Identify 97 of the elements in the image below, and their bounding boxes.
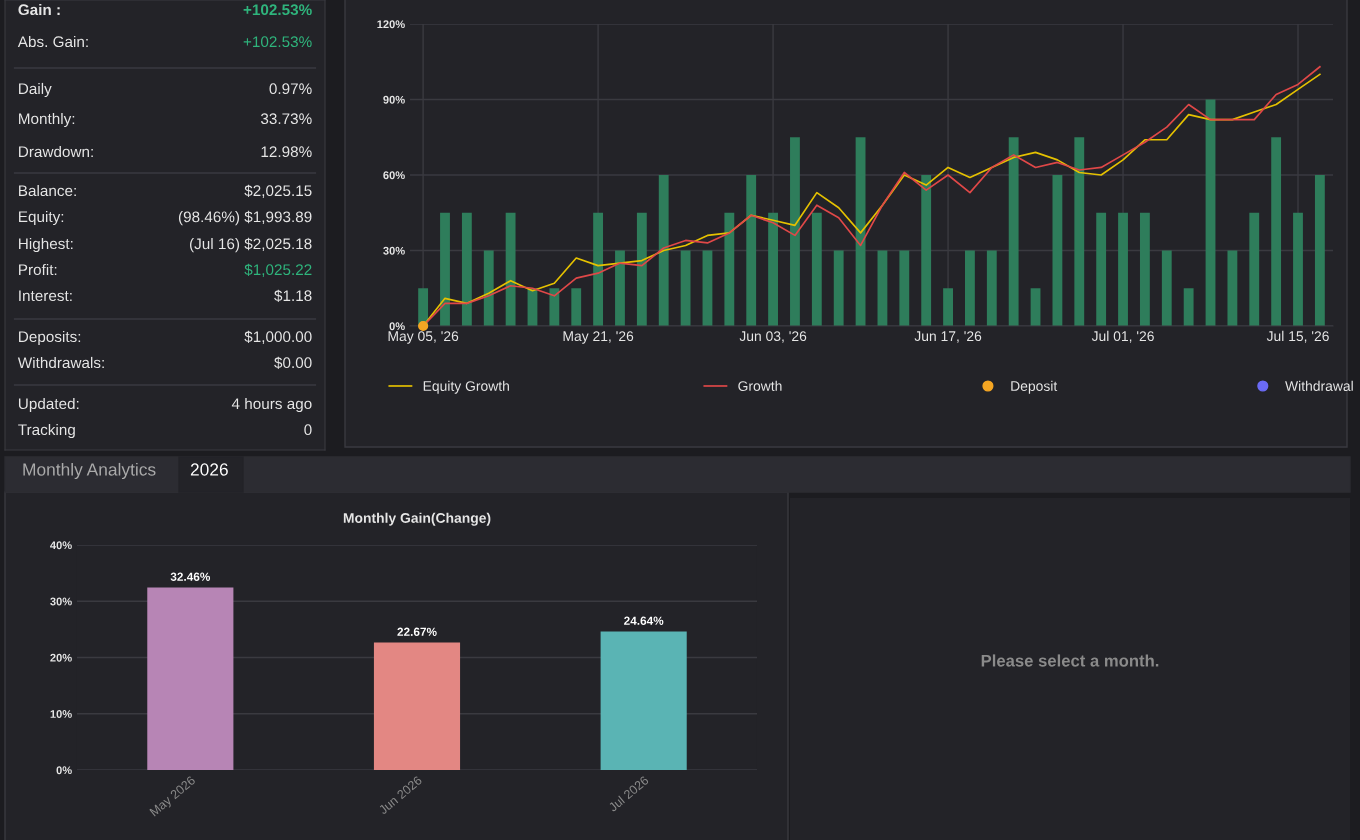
text: $1,025.22 (244, 263, 312, 277)
bar (746, 175, 757, 326)
text: 2026 (190, 463, 228, 476)
text: 12.98% (261, 146, 312, 158)
bar (921, 175, 932, 326)
bar (877, 250, 888, 326)
text: Monthly: (19, 112, 75, 128)
legend-label: Equity Growth (423, 380, 509, 394)
bar (702, 250, 713, 326)
bar (899, 250, 910, 326)
text: +102.53% (243, 4, 312, 16)
x-tick-label: May 21, '26 (563, 331, 634, 344)
bar (600, 631, 687, 770)
bar (1161, 250, 1172, 326)
text: Balance: (19, 184, 76, 197)
text: Highest: (19, 237, 73, 253)
text: Gain : (18, 3, 60, 16)
bar (1074, 137, 1085, 326)
text: 4 hours ago (231, 397, 312, 413)
y-tick-label: 120% (377, 20, 405, 29)
bar (943, 288, 953, 326)
data-label: 32.46% (170, 572, 211, 581)
bar (571, 288, 582, 326)
bar (833, 250, 844, 326)
text: (Jul 16) $2,025.18 (190, 237, 312, 253)
text: Equity: (19, 210, 64, 226)
bar (440, 212, 450, 326)
text: Updated: (18, 397, 79, 413)
y-tick-label: 10% (50, 710, 72, 718)
bar (147, 587, 234, 770)
y-tick-label: 30% (383, 246, 405, 255)
bar (1052, 175, 1063, 326)
bar (768, 212, 778, 326)
bar (549, 288, 560, 326)
bar (505, 212, 516, 326)
text: Drawdown: (19, 145, 93, 158)
text: $2,025.15 (244, 184, 312, 198)
text: +102.53% (243, 36, 312, 48)
legend-label: Deposit (1011, 380, 1058, 394)
text: 0.97% (269, 83, 312, 95)
bar (483, 250, 494, 326)
y-tick-label: 60% (383, 171, 405, 180)
bar (461, 212, 472, 326)
y-tick-label: 0% (389, 322, 405, 331)
text: $1,000.00 (244, 330, 312, 344)
text: Interest: (19, 290, 72, 302)
y-tick-label: 40% (50, 541, 72, 550)
bar (636, 212, 647, 326)
x-tick-label: Jun 17, '26 (914, 331, 982, 343)
bar (1227, 250, 1238, 326)
bar (1205, 99, 1216, 326)
y-tick-label: 0% (56, 766, 72, 775)
x-tick-label: Jun 03, '26 (739, 331, 807, 343)
text: Deposits: (19, 330, 81, 346)
chart-title: Monthly Gain(Change) (343, 512, 491, 526)
text: $0.00 (274, 356, 312, 370)
x-tick-label: May 05, '26 (388, 331, 459, 344)
bar (811, 212, 822, 326)
x-tick-label: Jul 01, '26 (1091, 330, 1154, 343)
text: Abs. Gain: (17, 35, 88, 48)
legend-label: Withdrawal (1285, 380, 1353, 391)
bar (680, 250, 691, 326)
text: $1.18 (274, 289, 312, 303)
bar (593, 212, 604, 326)
legend-label: Growth (738, 380, 782, 391)
bar (1118, 212, 1128, 326)
y-tick-label: 90% (383, 95, 405, 104)
text: Please select a month. (981, 654, 1159, 667)
bar (1314, 175, 1325, 326)
x-tick-label: Jul 15, '26 (1266, 330, 1329, 343)
bar (1030, 288, 1041, 326)
bar (965, 250, 975, 326)
text: Withdrawals: (17, 356, 104, 369)
bar (658, 175, 669, 326)
text: Monthly Analytics (23, 462, 156, 480)
bar (1271, 137, 1282, 326)
text: Profit: (19, 263, 57, 276)
text: Tracking (18, 423, 75, 439)
bar (724, 212, 735, 326)
data-label: 22.67% (397, 627, 437, 636)
bar (615, 250, 625, 326)
y-tick-label: 30% (50, 597, 72, 606)
data-label: 24.64% (624, 616, 664, 625)
bar (373, 642, 461, 770)
bar (1096, 212, 1107, 326)
text: (98.46%) $1,993.89 (178, 210, 312, 226)
text: 0 (304, 424, 312, 436)
text: Daily (19, 82, 52, 98)
bar (1139, 212, 1150, 326)
bar (1293, 212, 1303, 326)
bar (1249, 212, 1260, 326)
bar (986, 250, 997, 326)
bar (790, 137, 800, 326)
bar (1008, 137, 1019, 326)
text: 33.73% (260, 113, 312, 125)
y-tick-label: 20% (50, 653, 72, 662)
bar (1183, 288, 1194, 326)
